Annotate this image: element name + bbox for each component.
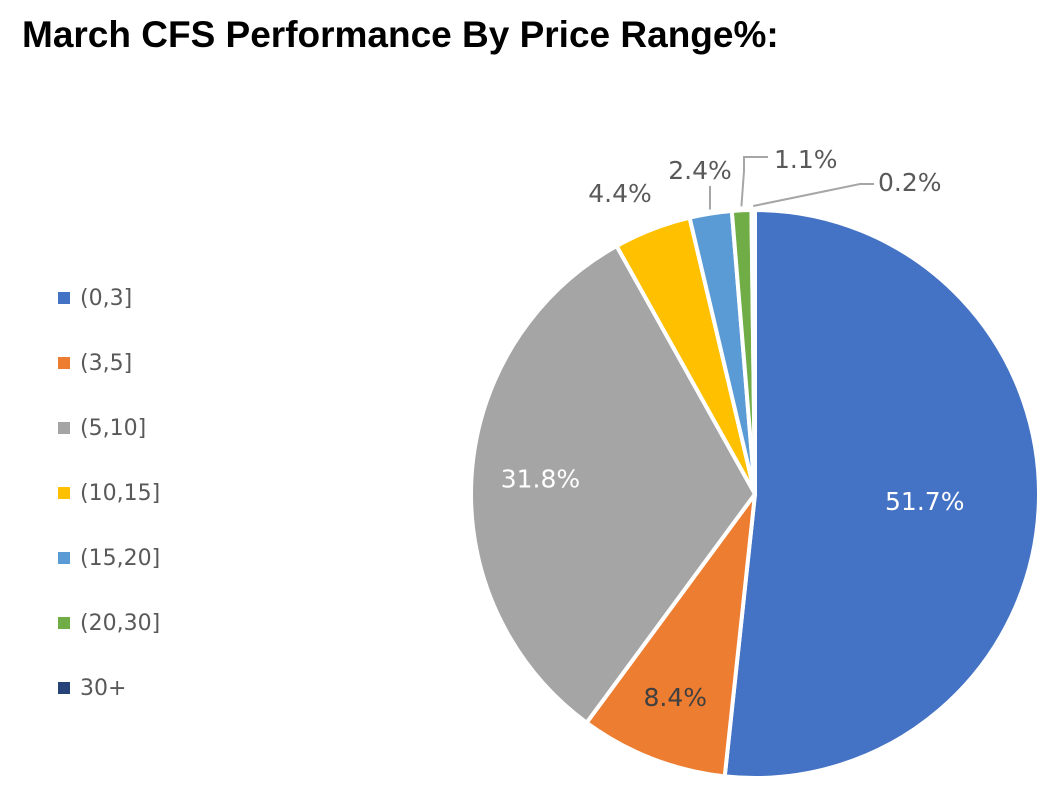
- legend-swatch: [58, 487, 70, 499]
- legend-label: 30+: [80, 675, 127, 701]
- data-label: 0.2%: [878, 168, 942, 197]
- legend-label: (5,10]: [80, 415, 147, 441]
- pie-slice: [584, 492, 757, 779]
- legend-label: (3,5]: [80, 350, 133, 376]
- data-label: 51.7%: [885, 487, 964, 516]
- legend-item: (10,15]: [58, 477, 160, 509]
- legend-swatch: [58, 617, 70, 629]
- data-label: 8.4%: [644, 683, 708, 712]
- leader-line: [740, 156, 768, 207]
- legend-label: (10,15]: [80, 480, 161, 506]
- legend: (0,3] (3,5] (5,10] (10,15] (15,20] (20,30] 30+: [58, 282, 160, 737]
- legend-swatch: [58, 552, 70, 564]
- legend-swatch: [58, 292, 70, 304]
- legend-item: (15,20]: [58, 542, 160, 574]
- legend-item: (20,30]: [58, 607, 160, 639]
- legend-item: (0,3]: [58, 282, 160, 314]
- pie-slice: [469, 243, 757, 725]
- legend-label: (15,20]: [80, 545, 161, 571]
- leader-line: [752, 183, 874, 207]
- pie-slice: [749, 207, 757, 496]
- chart-title: March CFS Performance By Price Range%:: [22, 14, 779, 55]
- legend-swatch: [58, 357, 70, 369]
- data-label: 2.4%: [668, 156, 732, 185]
- legend-item: 30+: [58, 672, 160, 704]
- data-label: 31.8%: [501, 465, 580, 494]
- legend-swatch: [58, 682, 70, 694]
- legend-label: (20,30]: [80, 610, 161, 636]
- data-label: 1.1%: [774, 145, 838, 174]
- legend-swatch: [58, 422, 70, 434]
- data-label: 4.4%: [588, 179, 652, 208]
- legend-item: (5,10]: [58, 412, 160, 444]
- pie-slice: [722, 208, 1042, 780]
- legend-label: (0,3]: [80, 285, 133, 311]
- legend-item: (3,5]: [58, 347, 160, 379]
